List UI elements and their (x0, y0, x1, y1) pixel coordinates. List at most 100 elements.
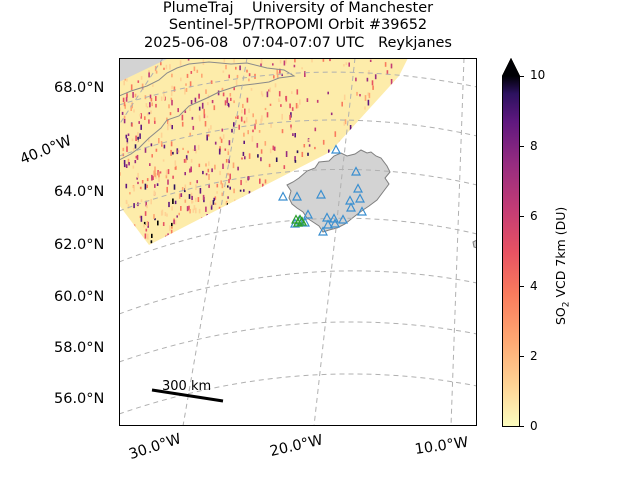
so2-pixel (189, 209, 191, 214)
so2-pixel (127, 133, 130, 136)
so2-pixel (375, 224, 378, 230)
so2-pixel (209, 200, 212, 207)
so2-pixel (384, 228, 386, 232)
so2-pixel (206, 115, 209, 118)
so2-pixel (154, 172, 156, 178)
so2-pixel (162, 222, 165, 226)
so2-pixel (171, 226, 173, 229)
so2-pixel (196, 69, 199, 73)
so2-pixel (239, 65, 241, 71)
so2-pixel (254, 198, 256, 203)
so2-pixel (233, 100, 235, 104)
so2-pixel (126, 231, 128, 237)
so2-pixel (143, 246, 145, 252)
so2-pixel (144, 183, 147, 190)
so2-pixel (149, 103, 151, 107)
so2-pixel (151, 154, 153, 158)
so2-pixel (224, 100, 227, 106)
so2-pixel (121, 214, 123, 217)
so2-pixel (387, 214, 390, 218)
so2-pixel (133, 109, 135, 113)
so2-pixel (145, 228, 148, 232)
map-canvas: 300 km (119, 58, 477, 426)
so2-pixel (120, 215, 123, 222)
so2-pixel (356, 242, 359, 245)
so2-pixel (127, 158, 130, 164)
volcano-marker (322, 212, 332, 222)
so2-pixel (247, 204, 249, 208)
so2-pixel (184, 88, 186, 95)
so2-pixel (362, 240, 364, 243)
so2-pixel (248, 190, 251, 195)
so2-pixel (131, 138, 134, 142)
so2-pixel (322, 59, 325, 62)
lon-label-10w: 10.0°W (413, 434, 470, 458)
volcano-marker (303, 209, 313, 219)
so2-pixel (214, 141, 217, 145)
so2-pixel (132, 165, 135, 169)
so2-pixel (281, 212, 283, 216)
so2-pixel (147, 233, 149, 240)
so2-pixel (191, 195, 193, 200)
so2-pixel (229, 186, 231, 190)
so2-pixel (307, 152, 309, 156)
so2-pixel (242, 151, 245, 156)
so2-pixel (245, 180, 248, 183)
so2-pixel (248, 153, 251, 159)
so2-pixel (205, 206, 207, 212)
so2-pixel (199, 117, 201, 122)
so2-pixel (152, 176, 154, 180)
volcano-marker (331, 144, 341, 154)
so2-pixel (340, 231, 342, 237)
so2-pixel (266, 235, 269, 241)
so2-pixel (211, 168, 213, 173)
so2-pixel (282, 222, 285, 229)
so2-pixel (372, 115, 375, 120)
so2-pixel (358, 239, 360, 242)
so2-pixel (343, 64, 345, 67)
so2-pixel (167, 125, 169, 131)
so2-pixel (160, 62, 162, 66)
so2-pixel (135, 155, 138, 159)
so2-pixel (272, 145, 275, 151)
so2-pixel (264, 179, 267, 184)
so2-pixel (269, 194, 272, 200)
so2-pixel (125, 97, 128, 102)
so2-pixel (359, 121, 362, 127)
so2-pixel (380, 242, 382, 245)
so2-pixel (367, 92, 369, 96)
so2-pixel (370, 108, 373, 113)
so2-pixel (206, 244, 208, 245)
so2-pixel (233, 188, 235, 194)
so2-pixel (386, 70, 389, 75)
volcano-marker (345, 195, 355, 205)
so2-pixel (351, 224, 353, 231)
so2-pixel (236, 74, 239, 78)
so2-pixel (168, 201, 170, 208)
so2-pixel (393, 128, 396, 133)
so2-pixel (293, 64, 296, 68)
so2-pixel (254, 75, 256, 79)
so2-pixel (388, 100, 391, 106)
so2-pixel (195, 149, 197, 154)
so2-pixel (143, 221, 146, 225)
so2-pixel (269, 87, 271, 93)
so2-pixel (167, 242, 169, 245)
so2-pixel (167, 233, 169, 236)
so2-pixel (181, 114, 184, 121)
so2-pixel (242, 219, 245, 225)
so2-pixel (343, 137, 346, 141)
so2-pixel (201, 73, 203, 78)
reykjanes-markers (291, 214, 307, 227)
so2-pixel (123, 218, 126, 222)
so2-pixel (144, 211, 147, 216)
so2-pixel (264, 141, 267, 146)
so2-pixel (143, 239, 145, 242)
volcano-marker (318, 226, 328, 236)
so2-pixel (383, 243, 385, 245)
so2-pixel (146, 178, 149, 182)
so2-pixel (137, 136, 139, 142)
so2-pixel (311, 58, 313, 63)
so2-pixel (276, 69, 278, 75)
so2-pixel (268, 89, 270, 92)
